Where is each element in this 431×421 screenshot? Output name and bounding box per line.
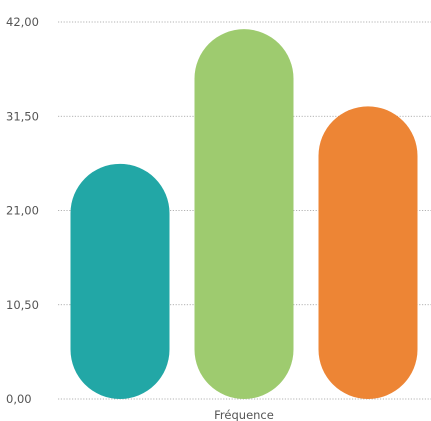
bar-2 [194, 29, 294, 400]
y-tick-label: 10,50 [6, 298, 39, 312]
bars [70, 29, 418, 400]
x-category-label: Fréquence [214, 408, 274, 421]
y-tick-label: 42,00 [6, 15, 39, 29]
bar-3 [318, 106, 418, 399]
bar-1 [70, 163, 170, 399]
y-tick-label: 21,00 [6, 204, 39, 218]
y-axis-tick-labels: 0,00 10,50 21,00 31,50 42,00 [6, 15, 39, 406]
y-tick-label: 0,00 [6, 392, 32, 406]
y-tick-label: 31,50 [6, 109, 39, 123]
